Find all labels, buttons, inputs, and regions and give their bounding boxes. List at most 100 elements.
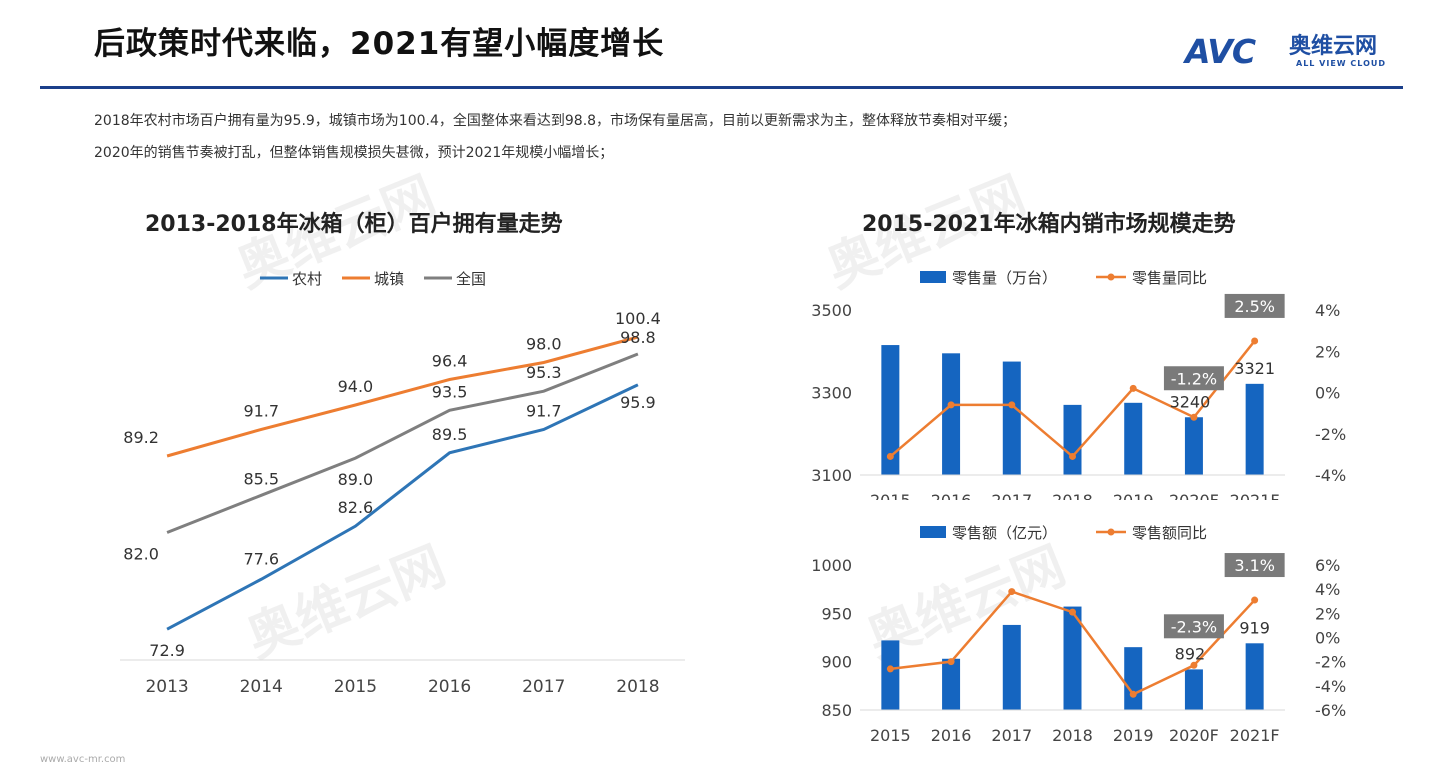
bar (881, 345, 900, 475)
legend-swatch-bar (920, 271, 946, 283)
yoy-point (886, 452, 894, 460)
x-tick-label: 2021F (1230, 491, 1280, 500)
logo-en: ALL VIEW CLOUD (1296, 59, 1387, 68)
yoy-point (1190, 413, 1198, 421)
yoy-point (947, 658, 955, 666)
bar (1124, 402, 1143, 475)
ownership-line-chart: 2013 2014 2015 2016 2017 2018 农村 城镇 全国 72.9 77.6 82… (120, 270, 685, 697)
data-label: 96.4 (432, 352, 468, 371)
header-divider (40, 86, 1403, 89)
yoy-point (947, 401, 955, 409)
bar-value-label: 892 (1175, 644, 1206, 663)
y-right-tick: -6% (1315, 701, 1346, 720)
yoy-point (1008, 401, 1016, 409)
x-tick-label: 2019 (1113, 491, 1154, 500)
y-right-tick: -4% (1315, 677, 1346, 696)
left-chart-title: 2013-2018年冰箱（柜）百户拥有量走势 (145, 212, 563, 237)
y-left-tick: 3500 (811, 301, 852, 320)
x-tick-label: 2020F (1169, 491, 1219, 500)
x-tick-label: 2021F (1230, 726, 1280, 745)
yoy-label: -2.3% (1171, 617, 1217, 636)
data-label: 93.5 (432, 382, 468, 401)
x-tick-label: 2015 (870, 491, 911, 500)
data-label: 89.0 (338, 470, 374, 489)
y-right-tick: -4% (1315, 466, 1346, 485)
yoy-label: 3.1% (1234, 556, 1275, 575)
logo-cn: 奥维云网 (1289, 34, 1378, 59)
x-tick-label: 2017 (522, 677, 565, 697)
bar-value-label: 919 (1239, 618, 1270, 637)
data-label: 77.6 (243, 549, 279, 568)
x-tick-label: 2017 (991, 491, 1032, 500)
data-label: 91.7 (526, 401, 562, 420)
description-line-1: 2018年农村市场百户拥有量为95.9，城镇市场为100.4，全国整体来看达到9… (94, 113, 1017, 129)
legend-label: 农村 (292, 270, 322, 288)
x-tick-label: 2018 (1052, 491, 1093, 500)
bar (942, 353, 961, 475)
series-line-全国 (166, 352, 639, 534)
yoy-label-box (1163, 366, 1224, 391)
data-label: 98.8 (620, 328, 656, 347)
x-tick-label: 2018 (616, 677, 659, 697)
data-label: 95.3 (526, 363, 562, 382)
data-label: 82.6 (338, 498, 374, 517)
bar (1124, 647, 1143, 710)
data-label: 89.5 (432, 425, 468, 444)
x-tick-label: 2018 (1052, 726, 1093, 745)
y-left-tick: 850 (821, 701, 852, 720)
series-line-农村 (166, 383, 639, 631)
yoy-label: 2.5% (1234, 297, 1275, 316)
y-right-tick: 4% (1315, 580, 1340, 599)
legend-label-bar: 零售额（亿元） (952, 524, 1057, 542)
brand-logo: AVC 奥维云网 ALL VIEW CLOUD (1185, 28, 1405, 76)
description-line-2: 2020年的销售节奏被打乱，但整体销售规模损失甚微，预计2021年规模小幅增长； (94, 145, 614, 161)
value-combo-chart: 零售额（亿元） 零售额同比 850 900 950 1000 -6% -4% -2% 0% 2% 4%… (811, 524, 1346, 745)
bar (1184, 669, 1203, 710)
y-right-tick: 2% (1315, 342, 1340, 361)
yoy-point (1129, 690, 1137, 698)
bar (942, 658, 961, 710)
data-label: 94.0 (338, 377, 374, 396)
right-chart-title: 2015-2021年冰箱内销市场规模走势 (862, 212, 1236, 237)
x-tick-label: 2020F (1169, 726, 1219, 745)
x-tick-label: 2015 (334, 677, 377, 697)
y-right-tick: 6% (1315, 556, 1340, 575)
y-left-tick: 1000 (811, 556, 852, 575)
bar (1245, 643, 1264, 710)
yoy-label-box (1224, 293, 1285, 318)
yoy-label-box (1224, 553, 1285, 578)
x-tick-label: 2016 (931, 491, 972, 500)
x-tick-label: 2019 (1113, 726, 1154, 745)
legend-label-line: 零售额同比 (1132, 524, 1207, 542)
legend-label: 全国 (456, 270, 486, 288)
y-right-tick: 0% (1315, 384, 1340, 403)
y-right-tick: 0% (1315, 629, 1340, 648)
yoy-point (1129, 384, 1137, 392)
y-right-tick: 4% (1315, 301, 1340, 320)
data-label: 98.0 (526, 335, 562, 354)
bar (1002, 361, 1021, 475)
bar (1184, 417, 1203, 475)
legend-marker (1107, 528, 1115, 536)
yoy-point (1069, 608, 1076, 616)
x-tick-label: 2016 (428, 677, 471, 697)
bar (1002, 624, 1021, 710)
volume-combo-chart: 零售量（万台） 零售量同比 3100 3300 3500 -4% -2% 0% 2% 4% 3240… (811, 269, 1346, 500)
data-label: 100.4 (615, 309, 661, 328)
legend-label: 城镇 (374, 270, 404, 288)
yoy-label: -1.2% (1171, 369, 1217, 388)
legend-marker (1107, 273, 1115, 281)
yoy-point (1251, 596, 1259, 604)
y-left-tick: 900 (821, 653, 852, 672)
yoy-point (886, 665, 894, 673)
x-tick-label: 2017 (991, 726, 1032, 745)
y-left-tick: 3300 (811, 384, 852, 403)
yoy-point (1190, 661, 1198, 669)
footer-url: www.avc-mr.com (40, 754, 126, 765)
data-label: 82.0 (123, 545, 159, 564)
y-right-tick: -2% (1315, 425, 1346, 444)
yoy-point (1008, 588, 1016, 596)
yoy-point (1251, 337, 1259, 345)
bar (1063, 606, 1082, 710)
x-tick-label: 2013 (145, 677, 188, 697)
